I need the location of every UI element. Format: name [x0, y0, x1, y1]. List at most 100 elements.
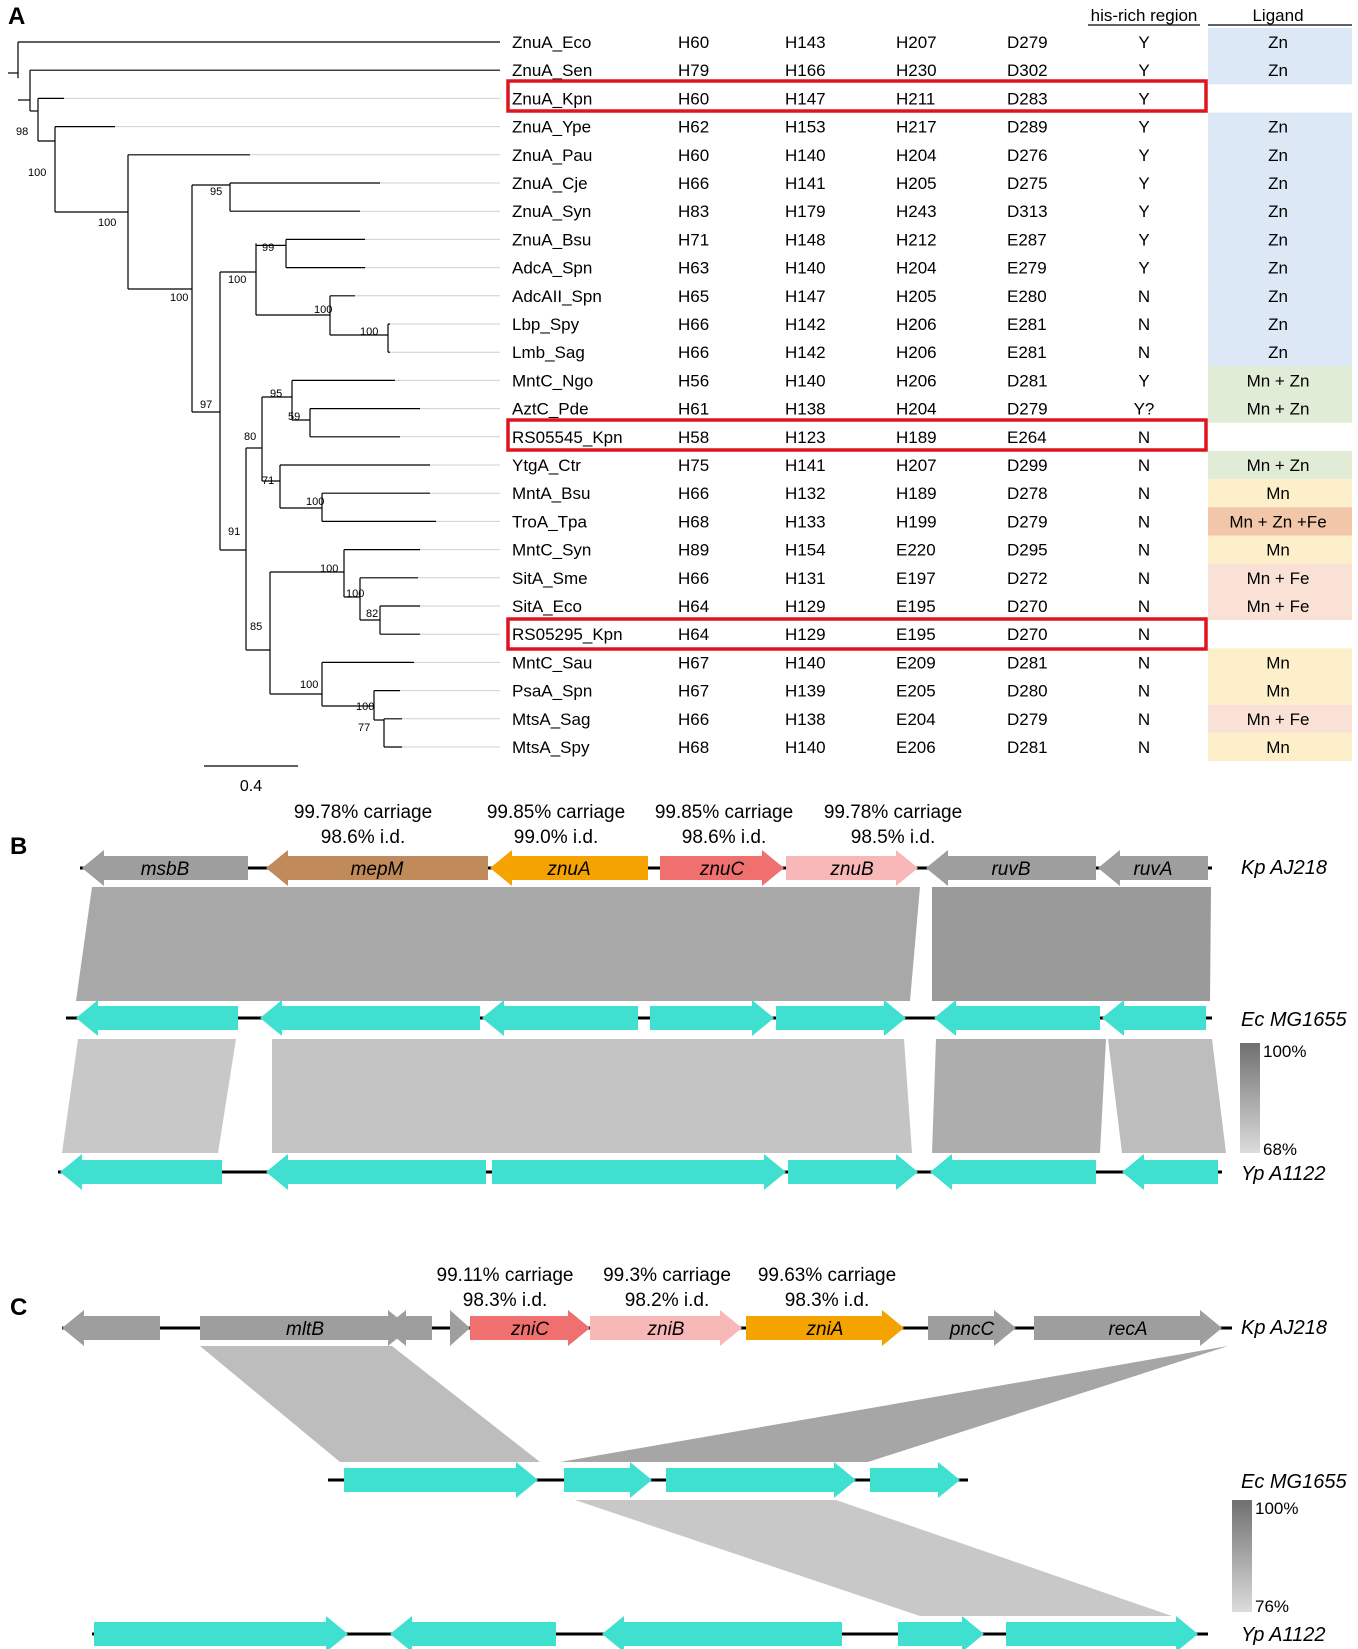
track-yp-a1122: Yp A1122	[1241, 1163, 1326, 1185]
cell-name: ZnuA_Syn	[512, 202, 591, 221]
ec-gene	[260, 1000, 480, 1036]
annotation-znia-carriage: 99.63% carriage	[758, 1265, 896, 1286]
cell-his: Y	[1138, 61, 1149, 80]
gene-mltb-label: mltB	[286, 1319, 324, 1340]
cell-his: N	[1138, 710, 1150, 729]
cell-ligand: Mn + Fe	[1247, 710, 1310, 729]
tree-guide-lines	[64, 97, 500, 748]
bootstrap-value: 97	[200, 399, 212, 411]
ec-gene	[76, 1000, 238, 1036]
bootstrap-value: 100	[28, 167, 46, 179]
panel-b-legend-gradient	[1240, 1043, 1260, 1153]
cell-ligand: Mn + Fe	[1247, 597, 1310, 616]
cell-his: N	[1138, 738, 1150, 757]
cell-ligand: Zn	[1268, 118, 1288, 137]
bootstrap-value: 100	[320, 563, 338, 575]
cell-name: MntC_Sau	[512, 653, 592, 672]
cell-r3: H205	[896, 287, 937, 306]
highlight-box-rs05295-kpn	[506, 617, 1208, 651]
cell-r1: H58	[678, 428, 709, 447]
gene-reca	[1034, 1310, 1222, 1346]
cell-r4: D313	[1007, 202, 1048, 221]
ligand-header: Ligand	[1252, 6, 1303, 25]
cell-r2: H143	[785, 33, 826, 52]
cell-r4: D270	[1007, 597, 1048, 616]
cell-r3: E197	[896, 569, 936, 588]
cell-r4: D279	[1007, 400, 1048, 419]
cell-his: Y	[1138, 118, 1149, 137]
cell-r1: H65	[678, 287, 709, 306]
ligand-cell-bg	[1208, 366, 1352, 395]
annotation-znuc-id: 98.6% i.d.	[682, 827, 767, 848]
cell-his: N	[1138, 484, 1150, 503]
cell-his: N	[1138, 512, 1150, 531]
annotation-znic-id: 98.3% i.d.	[463, 1290, 548, 1311]
cell-r1: H71	[678, 230, 709, 249]
cell-r1: H60	[678, 89, 709, 108]
cell-name: Lbp_Spy	[512, 315, 580, 334]
cell-r3: H204	[896, 259, 937, 278]
cell-r4: D295	[1007, 541, 1048, 560]
cell-his: Y	[1138, 259, 1149, 278]
panel-c-genes: mltB zniC zniB zniA pncC recA	[62, 1310, 1222, 1649]
cell-r1: H83	[678, 202, 709, 221]
cell-his: N	[1138, 541, 1150, 560]
cell-name: PsaA_Spn	[512, 682, 592, 701]
cell-r4: D299	[1007, 456, 1048, 475]
cell-r4: D279	[1007, 512, 1048, 531]
cell-r2: H140	[785, 259, 826, 278]
annotation-znua-id: 99.0% i.d.	[514, 827, 599, 848]
bootstrap-value: 95	[270, 388, 282, 400]
ligand-cell-bg	[1208, 225, 1352, 254]
cell-r1: H66	[678, 174, 709, 193]
ligand-cell-bg	[1208, 591, 1352, 621]
cell-r1: H66	[678, 484, 709, 503]
cell-r3: H189	[896, 428, 937, 447]
cell-r2: H129	[785, 597, 826, 616]
gene-reca-label: recA	[1108, 1319, 1147, 1340]
cell-his: Y	[1138, 230, 1149, 249]
cell-ligand: Mn	[1266, 541, 1290, 560]
ligand-cell-bg	[1208, 140, 1352, 169]
panel-b-annotations: 99.78% carriage 98.6% i.d. 99.85% carria…	[294, 802, 962, 848]
ligand-cell-bg	[1208, 732, 1352, 762]
cell-ligand: Zn	[1268, 33, 1288, 52]
cell-r3: H217	[896, 118, 937, 137]
cell-r3: H243	[896, 202, 937, 221]
ec-gene	[1102, 1000, 1206, 1036]
panel-b-label: B	[10, 833, 27, 860]
cell-r3: H230	[896, 61, 937, 80]
cell-his: Y?	[1134, 400, 1155, 419]
cell-r4: E281	[1007, 315, 1047, 334]
bootstrap-value: 71	[262, 475, 274, 487]
cell-r1: H66	[678, 315, 709, 334]
cell-ligand: Mn + Zn	[1247, 400, 1310, 419]
panel-b-legend-min: 68%	[1263, 1140, 1297, 1159]
cell-name: TroA_Tpa	[512, 512, 588, 531]
gene-znia	[746, 1310, 904, 1346]
bootstrap-value: 59	[288, 411, 300, 423]
ligand-cell-bg	[1208, 704, 1352, 733]
cell-ligand: Mn	[1266, 682, 1290, 701]
ligand-cell-bg	[1208, 27, 1352, 57]
gene-mepm-label: mepM	[351, 859, 404, 880]
cell-ligand: Mn + Zn	[1247, 456, 1310, 475]
ligand-cell-bg	[1208, 450, 1352, 480]
yp-gene	[1122, 1154, 1218, 1190]
cell-name: ZnuA_Pau	[512, 146, 592, 165]
cell-name: AztC_Pde	[512, 400, 589, 419]
cell-r1: H79	[678, 61, 709, 80]
yp-gene	[94, 1616, 348, 1649]
ligand-cell-bg	[1208, 479, 1352, 508]
cell-r4: D280	[1007, 682, 1048, 701]
gene-pncc-label: pncC	[949, 1319, 995, 1340]
cell-name: MtsA_Sag	[512, 710, 590, 729]
ligand-cell-bg	[1208, 535, 1352, 564]
cell-ligand: Zn	[1268, 315, 1288, 334]
cell-r3: E195	[896, 597, 936, 616]
cell-his: N	[1138, 315, 1150, 334]
scale-bar-value: 0.4	[240, 778, 262, 795]
cell-name: RS05545_Kpn	[512, 428, 623, 447]
bootstrap-value: 77	[358, 722, 370, 734]
bootstrap-value: 82	[366, 608, 378, 620]
